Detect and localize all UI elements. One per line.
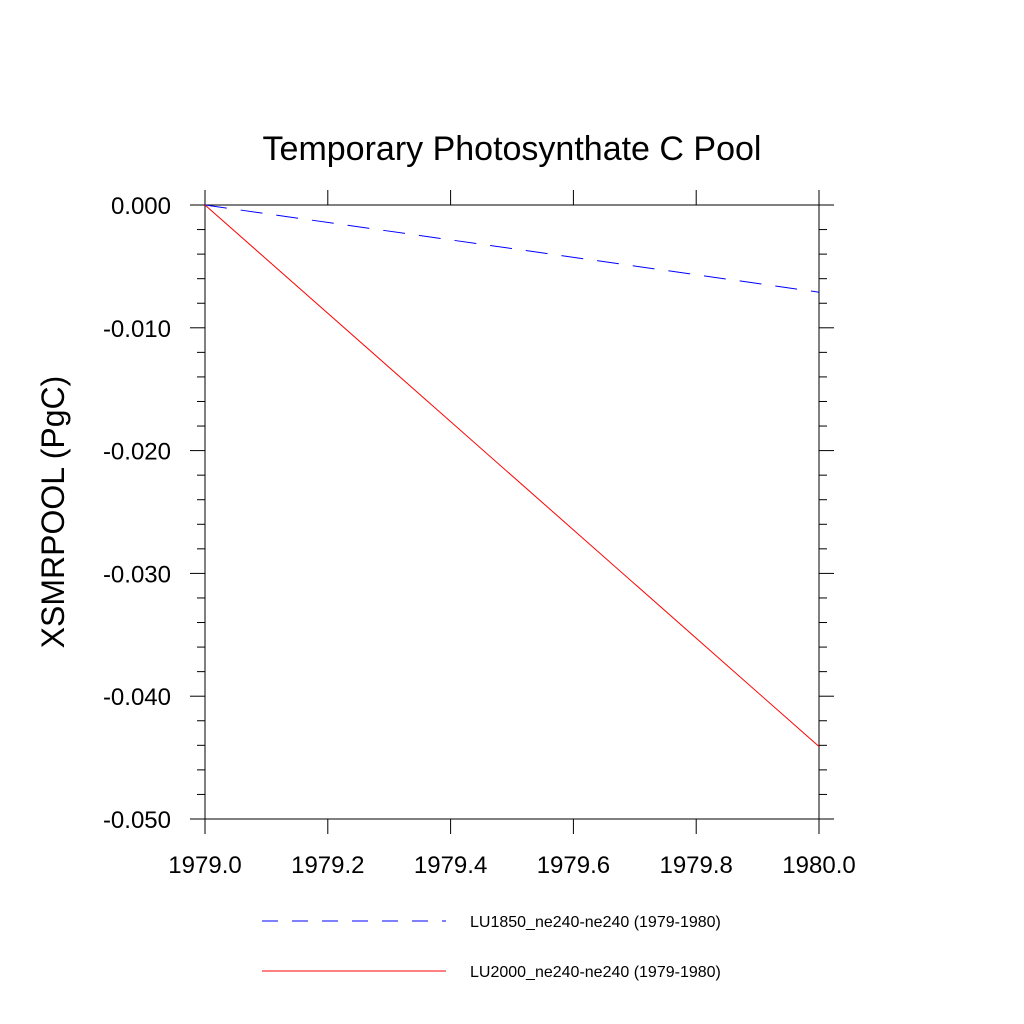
plot-frame bbox=[204, 204, 820, 820]
axis-ticks bbox=[190, 190, 834, 834]
series-lines bbox=[204, 204, 820, 747]
y-tick-label: -0.020 bbox=[103, 439, 171, 466]
series-line-2 bbox=[204, 204, 820, 747]
legend: LU1850_ne240-ne240 (1979-1980) LU2000_ne2… bbox=[262, 914, 721, 981]
y-tick-label: 0.000 bbox=[111, 193, 171, 220]
series-line-1 bbox=[204, 204, 820, 293]
x-tick-labels: 1979.0 1979.2 1979.4 1979.6 1979.8 1980.0 bbox=[168, 852, 855, 879]
x-tick-label: 1980.0 bbox=[782, 852, 855, 879]
y-axis-label: XSMRPOOL (PgC) bbox=[35, 376, 71, 649]
y-tick-label: -0.030 bbox=[103, 561, 171, 588]
legend-label-1: LU1850_ne240-ne240 (1979-1980) bbox=[470, 914, 721, 931]
y-tick-label: -0.040 bbox=[103, 684, 171, 711]
y-tick-label: -0.050 bbox=[103, 807, 171, 834]
y-tick-labels: 0.000 -0.010 -0.020 -0.030 -0.040 -0.050 bbox=[103, 193, 171, 834]
x-tick-label: 1979.0 bbox=[168, 852, 241, 879]
chart-title: Temporary Photosynthate C Pool bbox=[263, 130, 762, 168]
x-tick-label: 1979.8 bbox=[659, 852, 732, 879]
x-tick-label: 1979.2 bbox=[291, 852, 364, 879]
legend-label-2: LU2000_ne240-ne240 (1979-1980) bbox=[470, 964, 721, 981]
x-tick-label: 1979.4 bbox=[414, 852, 487, 879]
y-tick-label: -0.010 bbox=[103, 316, 171, 343]
x-tick-label: 1979.6 bbox=[537, 852, 610, 879]
